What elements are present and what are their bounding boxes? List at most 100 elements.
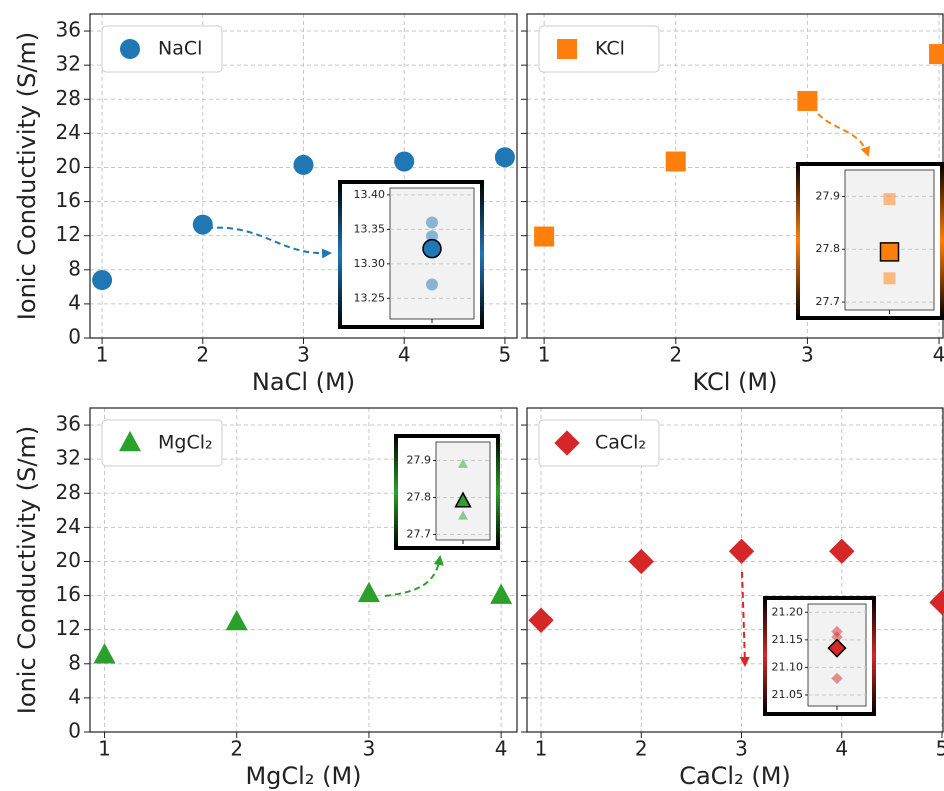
- data-point: [92, 270, 113, 291]
- axes-frame: [526, 407, 944, 733]
- inset-axes: [844, 169, 935, 311]
- y-tick-label: 28: [56, 480, 81, 504]
- data-point: [93, 643, 116, 664]
- inset-point: [883, 193, 896, 206]
- x-tick-label: 1: [96, 343, 109, 367]
- legend-box: [538, 25, 660, 73]
- x-tick-label: 4: [835, 737, 848, 761]
- y-tick-label: 0: [68, 325, 81, 349]
- legend-marker: [557, 39, 577, 59]
- inset-axes: [807, 603, 867, 707]
- x-tick-label: 3: [801, 343, 814, 367]
- inset-y-tick-label: 21.05: [772, 688, 804, 701]
- inset-y-tick-label: 21.10: [772, 660, 804, 673]
- x-tick-label: 2: [196, 343, 209, 367]
- x-axis-label: KCl (M): [693, 368, 778, 396]
- inset-y-tick-label: 21.15: [772, 633, 804, 646]
- data-point: [528, 607, 554, 633]
- inset-mean-point: [827, 638, 847, 658]
- data-point: [192, 214, 213, 235]
- x-tick-label: 4: [495, 737, 508, 761]
- inset-y-tick-label: 27.7: [816, 295, 841, 308]
- x-tick-label: 5: [936, 737, 944, 761]
- y-tick-label: 24: [56, 120, 81, 144]
- inset-point: [426, 216, 438, 229]
- y-tick-label: 32: [56, 446, 81, 470]
- inset-y-tick-label: 13.35: [354, 222, 386, 235]
- y-tick-label: 16: [56, 582, 81, 606]
- x-tick-label: 2: [669, 343, 682, 367]
- inset-point: [831, 672, 843, 685]
- x-tick-label: 2: [230, 737, 243, 761]
- y-tick-label: 4: [68, 290, 81, 314]
- x-tick-label: 4: [398, 343, 411, 367]
- x-tick-label: 1: [535, 737, 548, 761]
- data-point: [728, 538, 755, 564]
- x-tick-label: 1: [98, 737, 111, 761]
- inset-point: [426, 278, 438, 291]
- y-tick-label: 8: [68, 650, 81, 674]
- inset-y-tick-label: 13.30: [354, 257, 386, 270]
- y-tick-label: 16: [56, 188, 81, 212]
- x-tick-label: 5: [499, 343, 512, 367]
- legend-label: NaCl: [158, 38, 202, 60]
- x-tick-label: 4: [933, 343, 944, 367]
- data-point: [534, 226, 555, 247]
- x-tick-label: 1: [538, 343, 551, 367]
- y-tick-label: 36: [56, 18, 81, 42]
- y-tick-label: 0: [68, 719, 81, 743]
- data-point: [225, 609, 248, 631]
- x-axis-label: CaCl₂ (M): [679, 762, 791, 790]
- inset-point: [831, 631, 843, 643]
- y-axis-label: Ionic Conductivity (S/m): [13, 32, 41, 320]
- callout-arrow: [206, 226, 332, 259]
- inset-mean-point: [454, 491, 472, 508]
- inset-y-tick-label: 27.8: [407, 490, 432, 503]
- legend-marker: [119, 430, 141, 452]
- x-tick-label: 3: [363, 737, 376, 761]
- x-tick-label: 3: [735, 737, 748, 761]
- legend-marker: [120, 39, 140, 59]
- inset-y-tick-label: 21.20: [772, 605, 804, 618]
- inset-mean-point: [422, 238, 442, 259]
- y-tick-label: 12: [56, 616, 81, 640]
- y-tick-label: 36: [56, 412, 81, 436]
- y-tick-label: 20: [56, 548, 81, 572]
- data-point: [357, 581, 380, 603]
- data-point: [665, 151, 686, 172]
- inset-y-tick-label: 27.9: [816, 189, 841, 202]
- y-tick-label: 20: [56, 154, 81, 178]
- legend-box: [101, 419, 223, 467]
- legend-box: [538, 419, 660, 467]
- data-point: [829, 538, 855, 564]
- callout-arrow: [739, 571, 750, 667]
- inset-y-tick-label: 13.40: [354, 188, 386, 201]
- inset-mean-point: [879, 242, 900, 262]
- legend-label: CaCl₂: [595, 432, 646, 454]
- data-point: [929, 44, 944, 65]
- y-tick-label: 8: [68, 256, 81, 280]
- inset-point: [883, 272, 896, 285]
- x-axis-label: NaCl (M): [252, 368, 355, 396]
- inset-y-tick-label: 27.9: [407, 453, 432, 466]
- y-tick-label: 12: [56, 222, 81, 246]
- data-point: [929, 589, 944, 616]
- data-point: [394, 151, 415, 172]
- inset-axes: [435, 441, 491, 541]
- y-tick-label: 24: [56, 514, 81, 538]
- y-tick-label: 28: [56, 86, 81, 110]
- data-point: [490, 583, 513, 604]
- inset-point: [458, 510, 468, 520]
- data-point: [628, 548, 654, 575]
- inset-y-tick-label: 27.8: [816, 242, 841, 255]
- legend-box: [101, 25, 223, 73]
- x-tick-label: 3: [297, 343, 310, 367]
- y-axis-label: Ionic Conductivity (S/m): [13, 426, 41, 714]
- inset-point: [458, 458, 468, 468]
- legend-label: MgCl₂: [158, 432, 213, 454]
- inset-y-tick-label: 13.25: [354, 291, 386, 304]
- y-tick-label: 4: [68, 684, 81, 708]
- callout-arrow: [384, 555, 444, 597]
- axes-frame: [89, 13, 518, 339]
